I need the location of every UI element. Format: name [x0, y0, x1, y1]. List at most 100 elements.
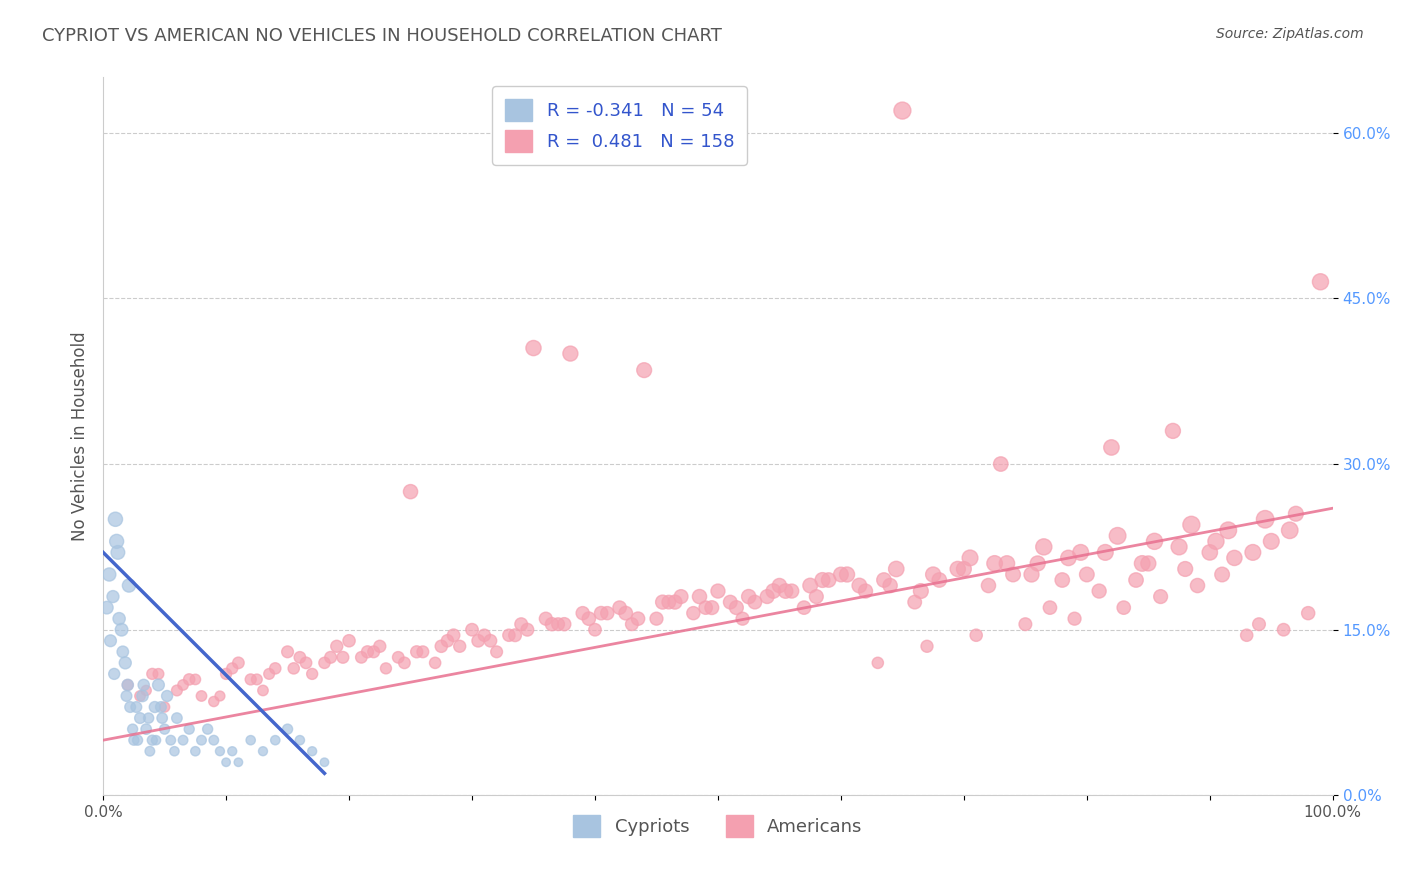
Point — [387, 650, 409, 665]
Point — [953, 562, 976, 576]
Point — [1241, 545, 1264, 559]
Point — [658, 595, 681, 609]
Point — [983, 557, 1005, 571]
Point — [522, 341, 544, 355]
Point — [179, 722, 201, 736]
Point — [110, 623, 132, 637]
Point — [356, 645, 378, 659]
Point — [314, 656, 336, 670]
Point — [143, 700, 166, 714]
Point — [301, 744, 323, 758]
Point — [1198, 545, 1220, 559]
Point — [498, 628, 520, 642]
Point — [295, 656, 318, 670]
Point — [780, 584, 803, 599]
Point — [1236, 628, 1258, 642]
Point — [731, 612, 754, 626]
Point — [591, 606, 613, 620]
Point — [443, 628, 465, 642]
Point — [725, 600, 748, 615]
Point — [990, 457, 1012, 471]
Point — [1094, 545, 1116, 559]
Point — [208, 689, 231, 703]
Point — [221, 661, 243, 675]
Point — [1272, 623, 1295, 637]
Point — [472, 628, 495, 642]
Point — [922, 567, 945, 582]
Point — [884, 562, 907, 576]
Point — [148, 666, 170, 681]
Point — [121, 722, 143, 736]
Point — [461, 623, 484, 637]
Point — [1088, 584, 1111, 599]
Point — [197, 722, 219, 736]
Point — [946, 562, 969, 576]
Point — [1137, 557, 1160, 571]
Point — [153, 700, 176, 714]
Point — [541, 617, 564, 632]
Point — [150, 711, 173, 725]
Point — [633, 363, 655, 377]
Point — [117, 678, 139, 692]
Point — [775, 584, 797, 599]
Point — [1174, 562, 1197, 576]
Point — [614, 606, 637, 620]
Point — [301, 666, 323, 681]
Point — [707, 584, 730, 599]
Point — [1187, 578, 1209, 592]
Point — [412, 645, 434, 659]
Point — [131, 689, 153, 703]
Point — [1076, 567, 1098, 582]
Point — [1211, 567, 1233, 582]
Point — [1112, 600, 1135, 615]
Point — [135, 722, 157, 736]
Point — [811, 573, 834, 587]
Point — [1125, 573, 1147, 587]
Point — [835, 567, 858, 582]
Point — [288, 733, 311, 747]
Point — [122, 733, 145, 747]
Point — [153, 722, 176, 736]
Point — [700, 600, 723, 615]
Point — [910, 584, 932, 599]
Point — [995, 557, 1018, 571]
Point — [114, 656, 136, 670]
Point — [583, 623, 606, 637]
Text: Source: ZipAtlas.com: Source: ZipAtlas.com — [1216, 27, 1364, 41]
Text: CYPRIOT VS AMERICAN NO VEHICLES IN HOUSEHOLD CORRELATION CHART: CYPRIOT VS AMERICAN NO VEHICLES IN HOUSE… — [42, 27, 723, 45]
Point — [669, 590, 692, 604]
Point — [277, 722, 299, 736]
Point — [120, 700, 142, 714]
Point — [332, 650, 354, 665]
Point — [314, 756, 336, 770]
Point — [319, 650, 342, 665]
Point — [848, 578, 870, 592]
Point — [855, 584, 877, 599]
Point — [682, 606, 704, 620]
Point — [1296, 606, 1319, 620]
Point — [534, 612, 557, 626]
Point — [202, 694, 225, 708]
Point — [879, 578, 901, 592]
Point — [368, 640, 391, 654]
Point — [609, 600, 631, 615]
Point — [718, 595, 741, 609]
Point — [141, 733, 163, 747]
Point — [172, 733, 194, 747]
Point — [98, 567, 121, 582]
Point — [695, 600, 717, 615]
Point — [627, 612, 650, 626]
Point — [350, 650, 373, 665]
Point — [1205, 534, 1227, 549]
Legend: Cypriots, Americans: Cypriots, Americans — [567, 807, 870, 844]
Point — [485, 645, 508, 659]
Point — [1052, 573, 1074, 587]
Point — [215, 756, 238, 770]
Point — [215, 666, 238, 681]
Point — [1026, 557, 1049, 571]
Point — [184, 673, 207, 687]
Point — [1260, 534, 1282, 549]
Point — [1223, 550, 1246, 565]
Point — [1168, 540, 1191, 554]
Point — [125, 700, 148, 714]
